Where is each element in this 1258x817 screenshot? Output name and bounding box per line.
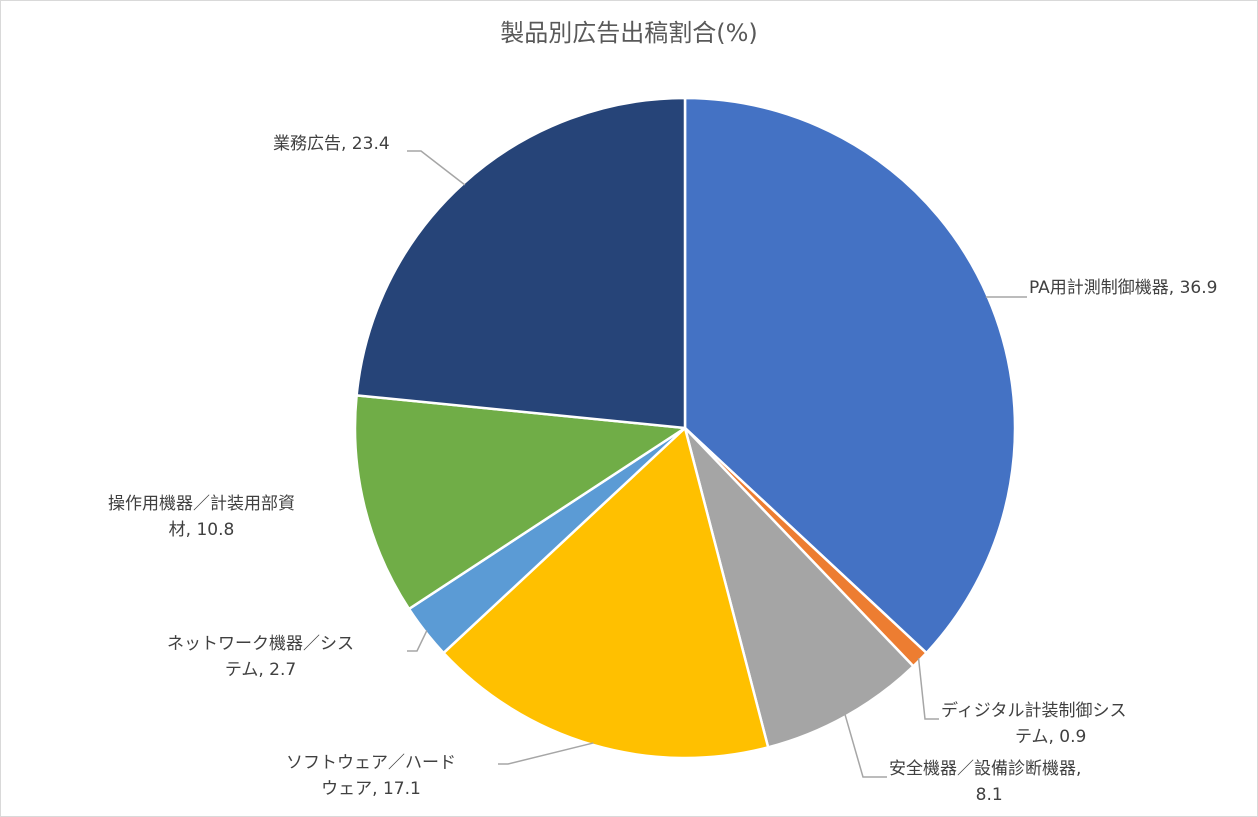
pie-slices [353,96,1017,760]
label-actuators-materials: 操作用機器／計装用部資 材, 10.8 [108,494,295,540]
label-software-hardware: ソフトウェア／ハード ウェア, 17.1 [286,753,456,799]
label-network-equipment: ネットワーク機器／シス テム, 2.7 [167,634,354,680]
leader-line-4 [498,742,594,765]
leader-line-7 [407,150,466,186]
pie-slice-4[interactable] [442,426,770,760]
pie-slice-6[interactable] [353,394,687,611]
label-pa-instrumentation: PA用計測制御機器, 36.9 [1029,278,1218,298]
label-digital-control-system: ディジタル計装制御シス テム, 0.9 [941,701,1127,747]
chart-title: 製品別広告出稿割合(%) [500,19,758,47]
leader-line-5 [407,630,428,652]
leader-lines [407,150,1027,778]
label-safety-diagnostics: 安全機器／設備診断機器, 8.1 [889,759,1082,805]
pie-slice-7[interactable] [355,96,687,430]
leader-line-3 [844,714,887,778]
leader-line-2 [917,658,939,720]
label-business-advertising: 業務広告, 23.4 [273,134,390,154]
